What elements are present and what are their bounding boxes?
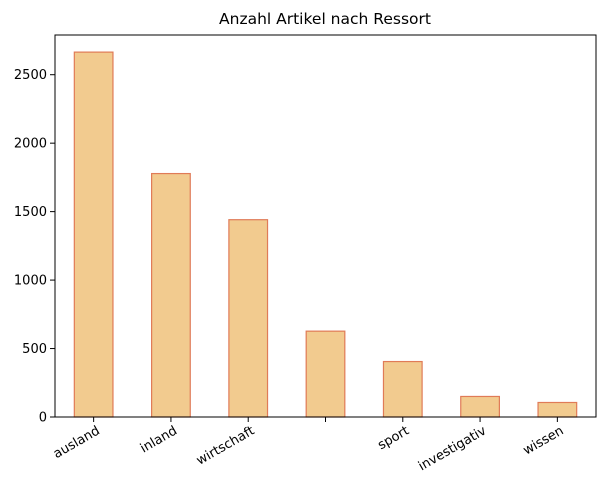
chart-title: Anzahl Artikel nach Ressort [219,10,431,28]
x-tick-label-4: sport [375,423,411,453]
bar-6 [537,401,578,418]
y-axis: 0 500 1000 1500 2000 2500 [14,68,55,426]
bar-0 [73,51,114,418]
bar-3 [305,330,346,418]
bar-2 [228,219,269,418]
y-tick-label-4: 2000 [14,137,47,152]
bar-1 [151,172,191,418]
y-tick-label-0: 0 [39,411,47,426]
y-tick-label-3: 1500 [14,205,47,220]
y-tick-label-1: 500 [22,342,47,357]
y-tick-label-2: 1000 [14,274,47,289]
x-tick-label-0: ausland [51,423,103,462]
x-tick-label-6: wissen [521,423,567,458]
x-tick-label-2: wirtschaft [194,423,257,468]
x-tick-label-5: investigativ [416,423,489,474]
bar-5 [460,395,500,418]
x-axis: ausland inland wirtschaft sport investigativ… [51,417,566,474]
x-tick-label-1: inland [138,423,180,456]
bar-4 [382,360,423,418]
plot-frame [54,34,597,418]
y-tick-label-5: 2500 [14,68,47,83]
bars-group [73,51,578,418]
